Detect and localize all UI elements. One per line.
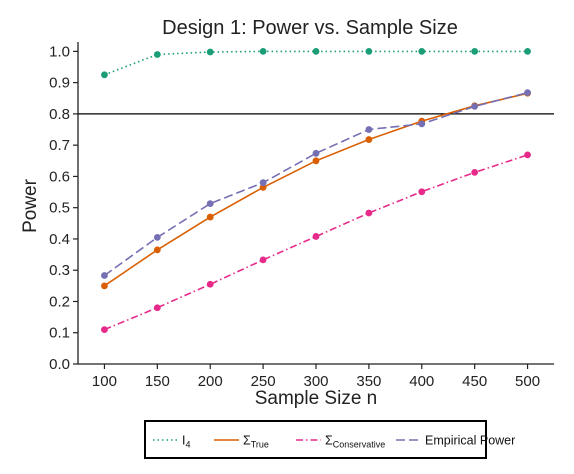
y-tick-label: 0.5: [49, 200, 70, 217]
series-line-sigma_true: [103, 92, 528, 287]
data-point-sigma_conservative: [418, 188, 426, 196]
data-point-i4: [259, 47, 267, 55]
x-tick-label: 300: [303, 373, 328, 390]
data-point-i4: [312, 47, 320, 55]
x-tick-label: 400: [409, 373, 434, 390]
x-axis: 100 150 200 250 300 350 400 450 500: [78, 363, 554, 390]
data-point-empirical: [365, 126, 373, 133]
y-tick-label: 0.4: [49, 231, 70, 248]
data-point-i4: [206, 48, 214, 56]
y-tick-label: 1.0: [49, 43, 70, 60]
x-tick-label: 100: [92, 373, 117, 390]
series-empirical: [101, 89, 531, 279]
x-axis-label: Sample Size n: [255, 388, 378, 409]
y-tick-label: 0.6: [49, 168, 70, 185]
data-point-sigma_conservative: [206, 280, 214, 288]
series-line-empirical: [103, 91, 528, 277]
data-point-empirical: [259, 179, 267, 187]
data-point-sigma_conservative: [365, 209, 373, 217]
data-point-empirical: [312, 149, 320, 157]
data-point-i4: [418, 47, 426, 55]
data-point-sigma_true: [153, 246, 161, 254]
x-tick-label: 150: [145, 373, 170, 390]
data-point-sigma_conservative: [259, 256, 267, 264]
data-point-sigma_true: [101, 282, 108, 290]
y-tick-label: 0.1: [49, 325, 70, 342]
y-tick-label: 0.2: [49, 293, 70, 310]
series-line-sigma_conservative: [104, 154, 528, 331]
data-point-sigma_true: [365, 136, 373, 143]
data-point-empirical: [153, 233, 161, 241]
series-sigma_true: [101, 89, 531, 290]
y-axis-label: Power: [20, 178, 41, 233]
x-tick-label: 450: [462, 373, 487, 390]
y-tick-label: 0.8: [49, 106, 70, 123]
legend: I4 ΣTrue ΣConservative Empirical Power: [144, 420, 515, 459]
series-line-i4: [104, 50, 528, 76]
data-point-empirical: [206, 200, 214, 208]
data-point-i4: [153, 51, 161, 58]
series-sigma_conservative: [101, 151, 531, 334]
y-axis: 0.0 0.1 0.2 0.3 0.4 0.5 0.6 0.7 0.8 0.9 1.0: [49, 42, 79, 373]
x-tick-label: 350: [356, 373, 381, 390]
data-point-empirical: [418, 120, 426, 128]
data-point-i4: [524, 47, 531, 55]
data-point-i4: [365, 47, 373, 55]
data-point-sigma_conservative: [524, 151, 531, 159]
y-tick-label: 0.3: [49, 262, 70, 279]
x-tick-label: 500: [515, 373, 540, 390]
legend-label-sigma_conservative: ΣConservative: [325, 434, 385, 450]
legend-label-sigma_true: ΣTrue: [243, 434, 269, 450]
x-tick-label: 250: [251, 373, 276, 390]
data-point-sigma_conservative: [312, 233, 320, 240]
series-layer: [101, 47, 531, 334]
data-point-sigma_true: [259, 183, 267, 191]
data-point-i4: [101, 71, 108, 79]
data-point-sigma_conservative: [101, 326, 108, 334]
y-tick-label: 0.0: [49, 356, 70, 373]
chart-title: Design 1: Power vs. Sample Size: [162, 17, 458, 39]
data-point-empirical: [101, 272, 108, 279]
data-point-sigma_true: [312, 157, 320, 165]
data-point-empirical: [524, 89, 531, 97]
x-tick-label: 200: [198, 373, 223, 390]
y-tick-label: 0.7: [49, 137, 70, 154]
legend-label-empirical: Empirical Power: [425, 434, 515, 448]
data-point-sigma_conservative: [471, 168, 479, 176]
series-i4: [101, 47, 531, 79]
legend-label-i4: I4: [182, 434, 191, 450]
y-tick-label: 0.9: [49, 75, 70, 92]
data-point-sigma_true: [206, 213, 214, 221]
data-point-i4: [471, 47, 479, 55]
data-point-empirical: [471, 103, 479, 110]
data-point-sigma_conservative: [153, 304, 161, 312]
